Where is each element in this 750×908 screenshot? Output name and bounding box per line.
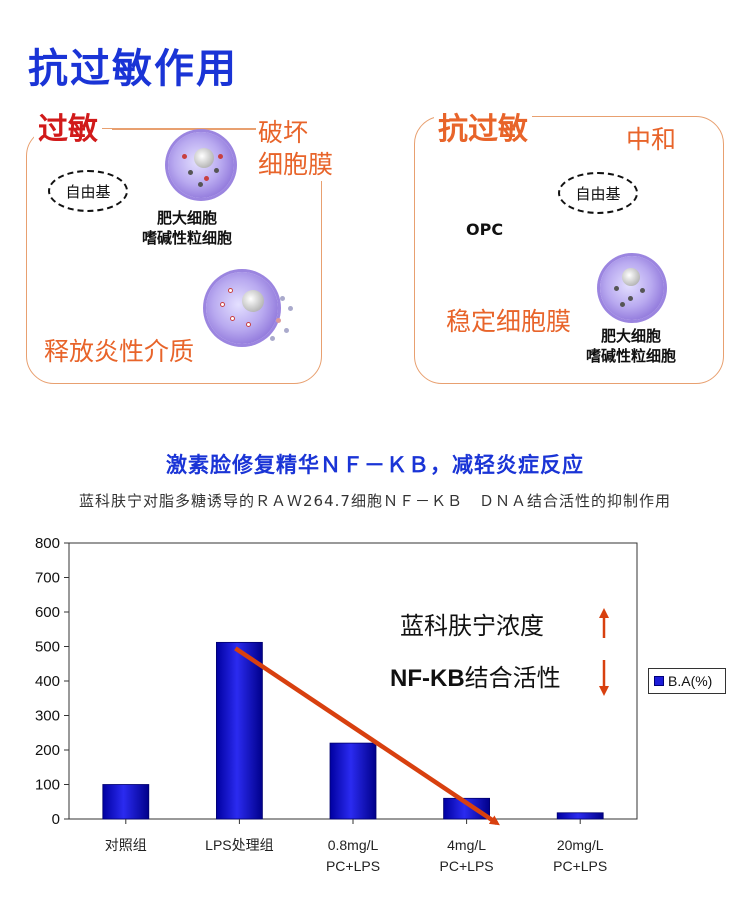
- y-tick-label: 800: [35, 535, 60, 552]
- mast-cell-icon: [168, 132, 234, 198]
- annotation-concentration: 蓝科肤宁浓度: [400, 612, 544, 640]
- cell-names-label: 肥大细胞 嗜碱性粒细胞: [586, 327, 677, 365]
- granule-icon: [204, 176, 209, 181]
- y-tick-label: 300: [35, 708, 60, 725]
- x-tick-label: 对照组: [105, 837, 147, 853]
- bar: [329, 742, 377, 820]
- trend-arrow-line: [234, 646, 500, 826]
- opc-label: OPC: [466, 220, 504, 239]
- anti-allergy-label: 抗过敏: [434, 104, 532, 148]
- released-mediator-icon: [280, 296, 285, 301]
- free-radical-badge: 自由基: [48, 170, 128, 212]
- x-tick-label: PC+LPS: [440, 858, 494, 874]
- granule-icon: [218, 154, 223, 159]
- x-tick-label: 20mg/L: [557, 837, 604, 853]
- page-title: 抗过敏作用: [28, 46, 238, 92]
- x-tick-label: PC+LPS: [326, 858, 380, 874]
- release-mediator-text: 释放炎性介质: [44, 337, 195, 366]
- nucleus-icon: [622, 268, 640, 286]
- x-tick-label: LPS处理组: [205, 837, 273, 853]
- granule-icon: [246, 322, 251, 327]
- cell-names-label: 肥大细胞 嗜碱性粒细胞: [142, 209, 233, 247]
- granule-icon: [228, 288, 233, 293]
- anti-allergy-panel: [414, 116, 724, 384]
- nucleus-icon: [242, 290, 264, 312]
- released-mediator-icon: [288, 306, 293, 311]
- y-tick-label: 400: [35, 673, 60, 690]
- annotation-activity: NF-KB结合活性: [390, 664, 561, 692]
- granule-icon: [214, 168, 219, 173]
- granule-icon: [198, 182, 203, 187]
- x-tick-label: 0.8mg/L: [328, 837, 379, 853]
- x-tick-label: 4mg/L: [447, 837, 486, 853]
- y-axis: 0 100 200 300 400 500 600 700 800: [35, 535, 69, 828]
- granule-icon: [614, 286, 619, 291]
- y-tick-label: 500: [35, 639, 60, 656]
- x-tick-label: PC+LPS: [553, 858, 607, 874]
- granule-icon: [620, 302, 625, 307]
- granule-icon: [188, 170, 193, 175]
- annotations: 蓝科肤宁浓度 NF-KB结合活性: [390, 608, 609, 696]
- bar: [215, 641, 263, 820]
- bar: [102, 784, 150, 820]
- y-tick-label: 700: [35, 570, 60, 587]
- bar: [556, 812, 604, 820]
- y-tick-label: 200: [35, 742, 60, 759]
- released-mediator-icon: [276, 318, 281, 323]
- free-radical-badge: 自由基: [558, 172, 638, 214]
- degranulating-cell-icon: [206, 272, 278, 344]
- allergy-label: 过敏: [34, 104, 102, 148]
- mast-cell-icon: [600, 256, 664, 320]
- granule-icon: [182, 154, 187, 159]
- chart-section-description: 蓝科肤宁对脂多糖诱导的ＲＡＷ264.7细胞ＮＦ－ＫＢ ＤＮＡ结合活性的抑制作用: [79, 492, 671, 510]
- released-mediator-icon: [284, 328, 289, 333]
- granule-icon: [640, 288, 645, 293]
- stabilize-membrane-text: 稳定细胞膜: [446, 307, 572, 336]
- granule-icon: [220, 302, 225, 307]
- granule-icon: [230, 316, 235, 321]
- annotation-activity-bold: NF-KB: [390, 665, 465, 692]
- panel-connector-line: [112, 128, 260, 130]
- y-tick-label: 0: [52, 811, 60, 828]
- trend-arrow: [234, 646, 500, 826]
- damage-membrane-text: 破坏 细胞膜: [256, 117, 336, 181]
- nucleus-icon: [194, 148, 214, 168]
- released-mediator-icon: [270, 336, 275, 341]
- legend-swatch: [654, 676, 664, 686]
- y-tick-label: 100: [35, 777, 60, 794]
- neutralize-text: 中和: [624, 124, 679, 156]
- bars-group: [102, 641, 604, 820]
- x-axis-labels: 对照组 LPS处理组 0.8mg/L PC+LPS 4mg/L PC+LPS 20mg/L P…: [105, 819, 607, 874]
- granule-icon: [628, 296, 633, 301]
- chart-section-title: 激素脸修复精华ＮＦ－ＫＢ，减轻炎症反应: [166, 453, 584, 477]
- y-tick-label: 600: [35, 604, 60, 621]
- chart-legend: B.A(%): [648, 668, 726, 694]
- annotation-activity-rest: 结合活性: [465, 664, 561, 692]
- bar-chart: 0 100 200 300 400 500 600 700 800 对照组 LPS处理组 0.8mg…: [35, 535, 638, 874]
- legend-label: B.A(%): [668, 673, 713, 689]
